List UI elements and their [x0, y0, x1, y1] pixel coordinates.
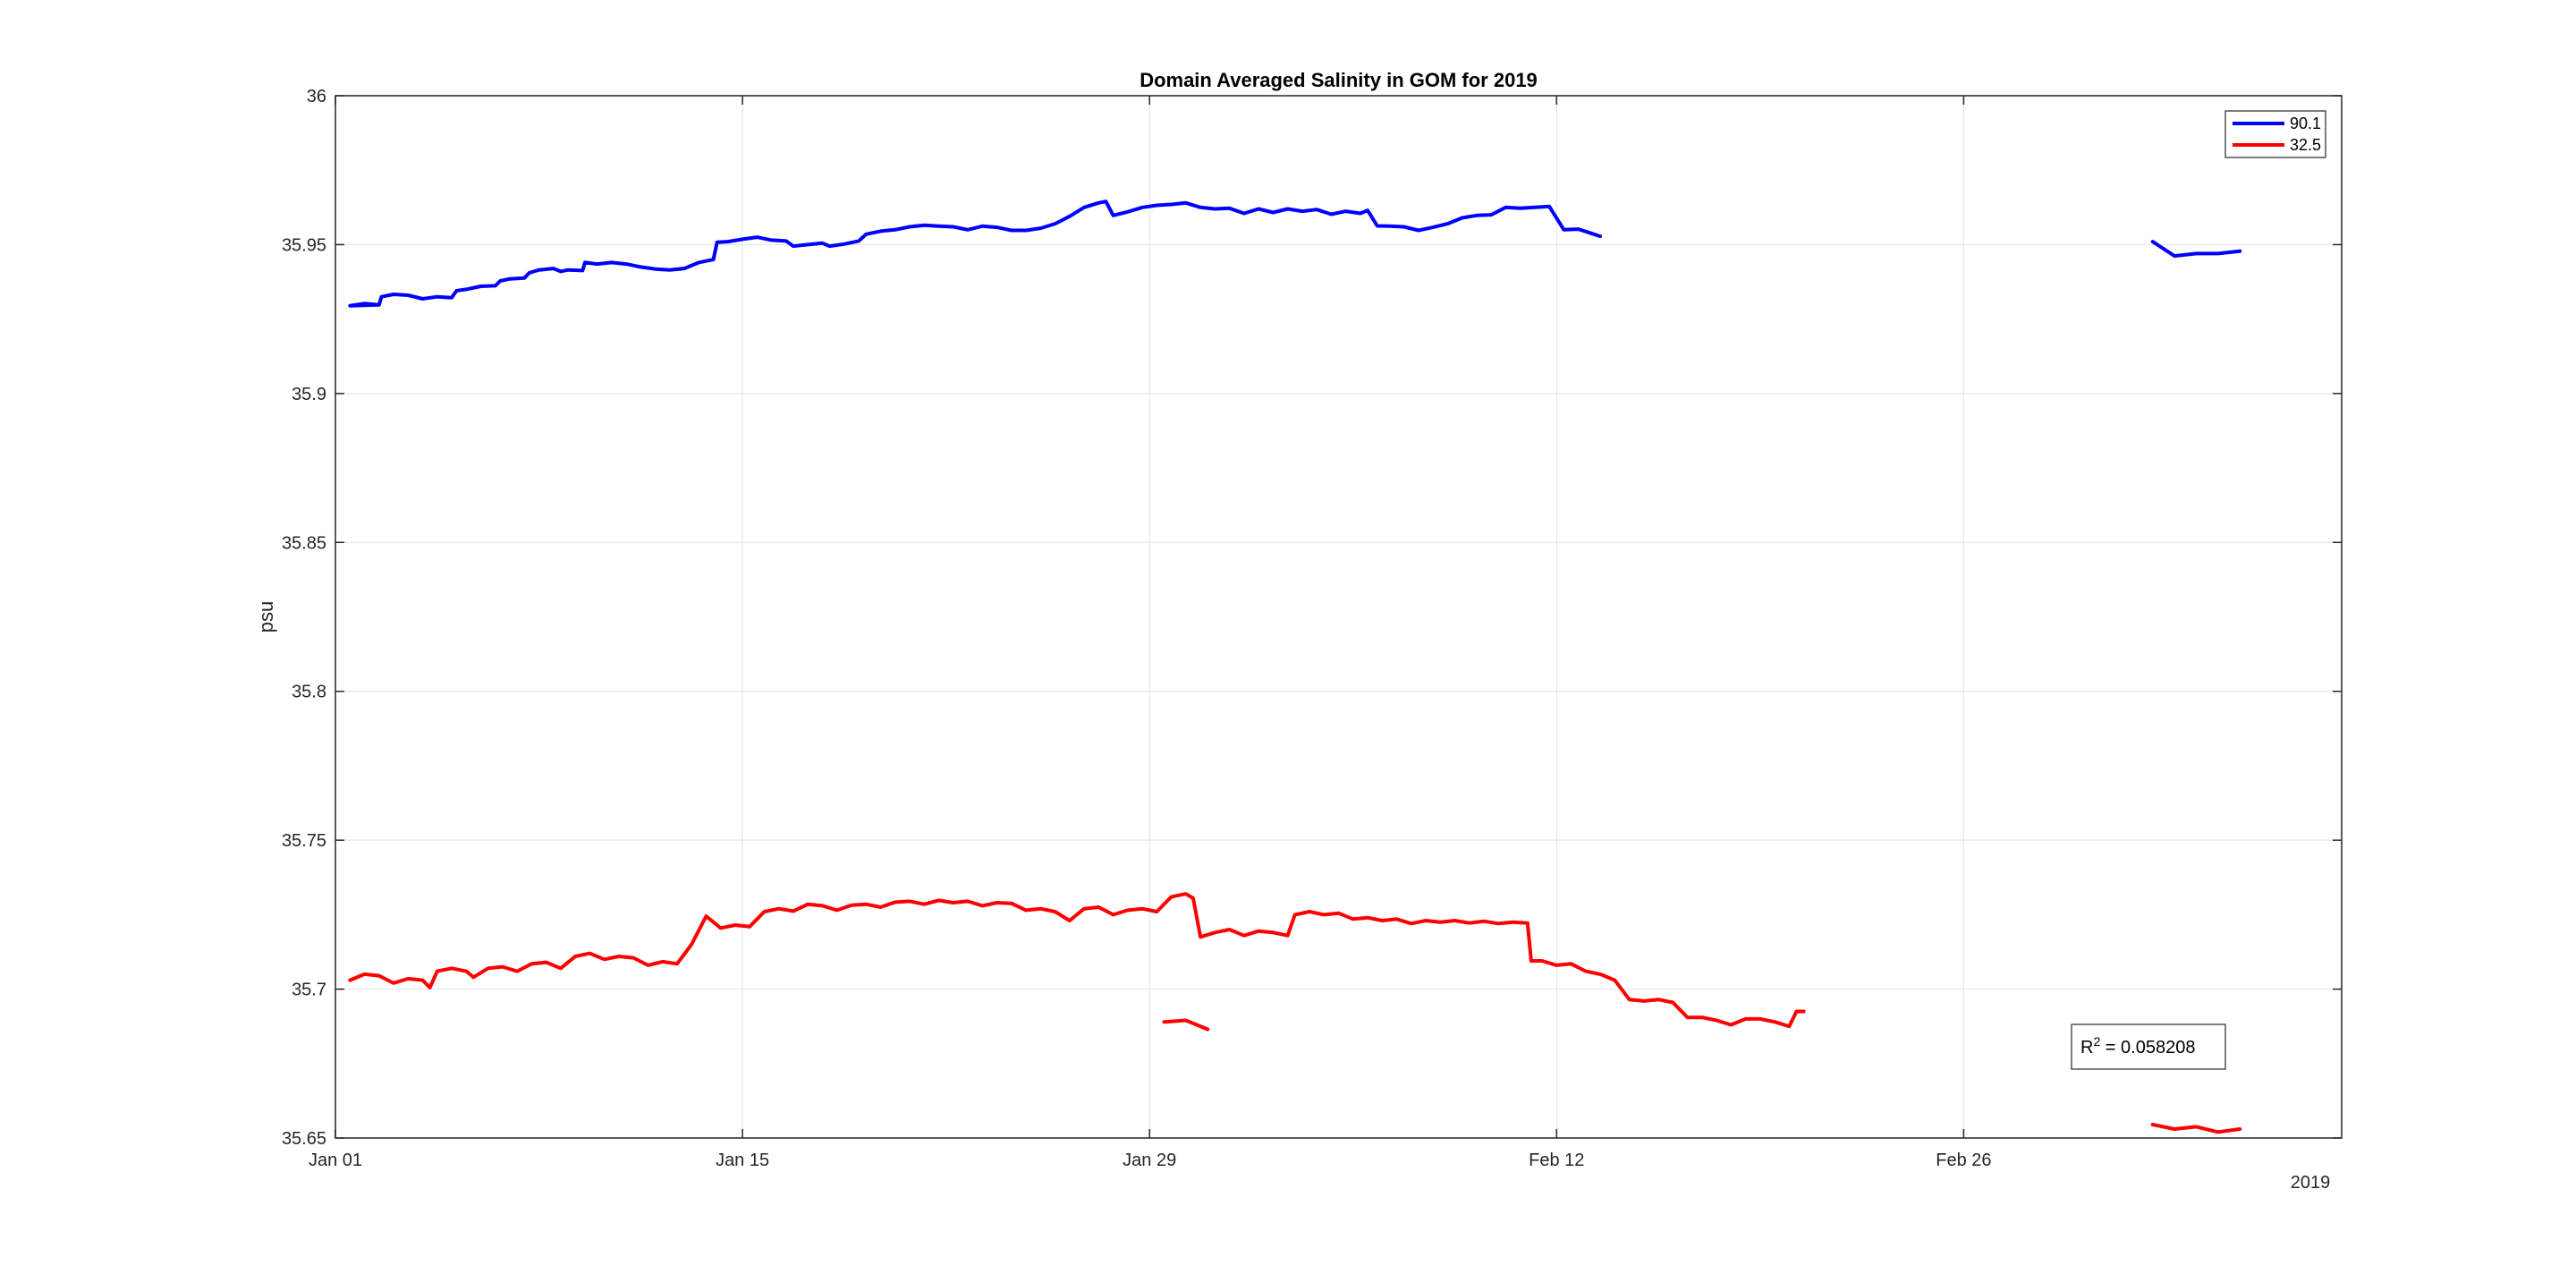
x-tick-label: Jan 01: [309, 1151, 362, 1170]
ticks: Jan 01 Jan 15 Jan 29 Feb 12 Feb 26 35.65 35.7 3…: [282, 87, 2342, 1170]
chart-title: Domain Averaged Salinity in GOM for 2019: [1140, 69, 1538, 91]
x-tick-label: Feb 26: [1936, 1151, 1991, 1170]
annotation-text: R2 = 0.058208: [2080, 1034, 2195, 1057]
y-tick-label: 35.85: [282, 533, 326, 553]
annotation-box: [2071, 1023, 2226, 1070]
legend: 90.1 32.5: [2224, 110, 2326, 158]
y-tick-label: 35.65: [282, 1129, 326, 1149]
series-2-line-segment-2: [1162, 1018, 1210, 1032]
x-tick-label: Jan 29: [1123, 1151, 1176, 1170]
grid: [335, 95, 2342, 1139]
legend-box: [2224, 110, 2326, 158]
series-2-line-segment-3: [2150, 1123, 2242, 1134]
y-tick-label: 35.9: [292, 385, 326, 404]
plot-area: [335, 96, 2342, 1138]
legend-entry-series-1: 90.1: [2290, 115, 2321, 132]
legend-entry-series-2: 32.5: [2290, 136, 2321, 154]
y-tick-label: 35.8: [292, 683, 326, 702]
series-layer: [348, 200, 2242, 1134]
y-tick-label: 36: [307, 87, 326, 106]
series-2-line-segment-1: [348, 892, 1806, 1029]
series-1-line-segment-1: [348, 200, 1603, 308]
series-1-line-segment-2: [2150, 240, 2242, 259]
y-axis-label: psu: [255, 601, 277, 633]
annotation-label: R: [2080, 1038, 2093, 1057]
y-tick-label: 35.7: [292, 981, 326, 1000]
x-axis-year-label: 2019: [2291, 1173, 2331, 1193]
x-tick-label: Feb 12: [1529, 1151, 1584, 1170]
axes-frame: [335, 95, 2343, 1139]
x-tick-label: Jan 15: [716, 1151, 769, 1170]
y-tick-label: 35.75: [282, 831, 326, 851]
annotation-value: = 0.058208: [2100, 1038, 2195, 1057]
r-squared-annotation: R2 = 0.058208: [2071, 1023, 2226, 1070]
annotation-superscript: 2: [2093, 1034, 2100, 1049]
y-tick-label: 35.95: [282, 235, 326, 255]
